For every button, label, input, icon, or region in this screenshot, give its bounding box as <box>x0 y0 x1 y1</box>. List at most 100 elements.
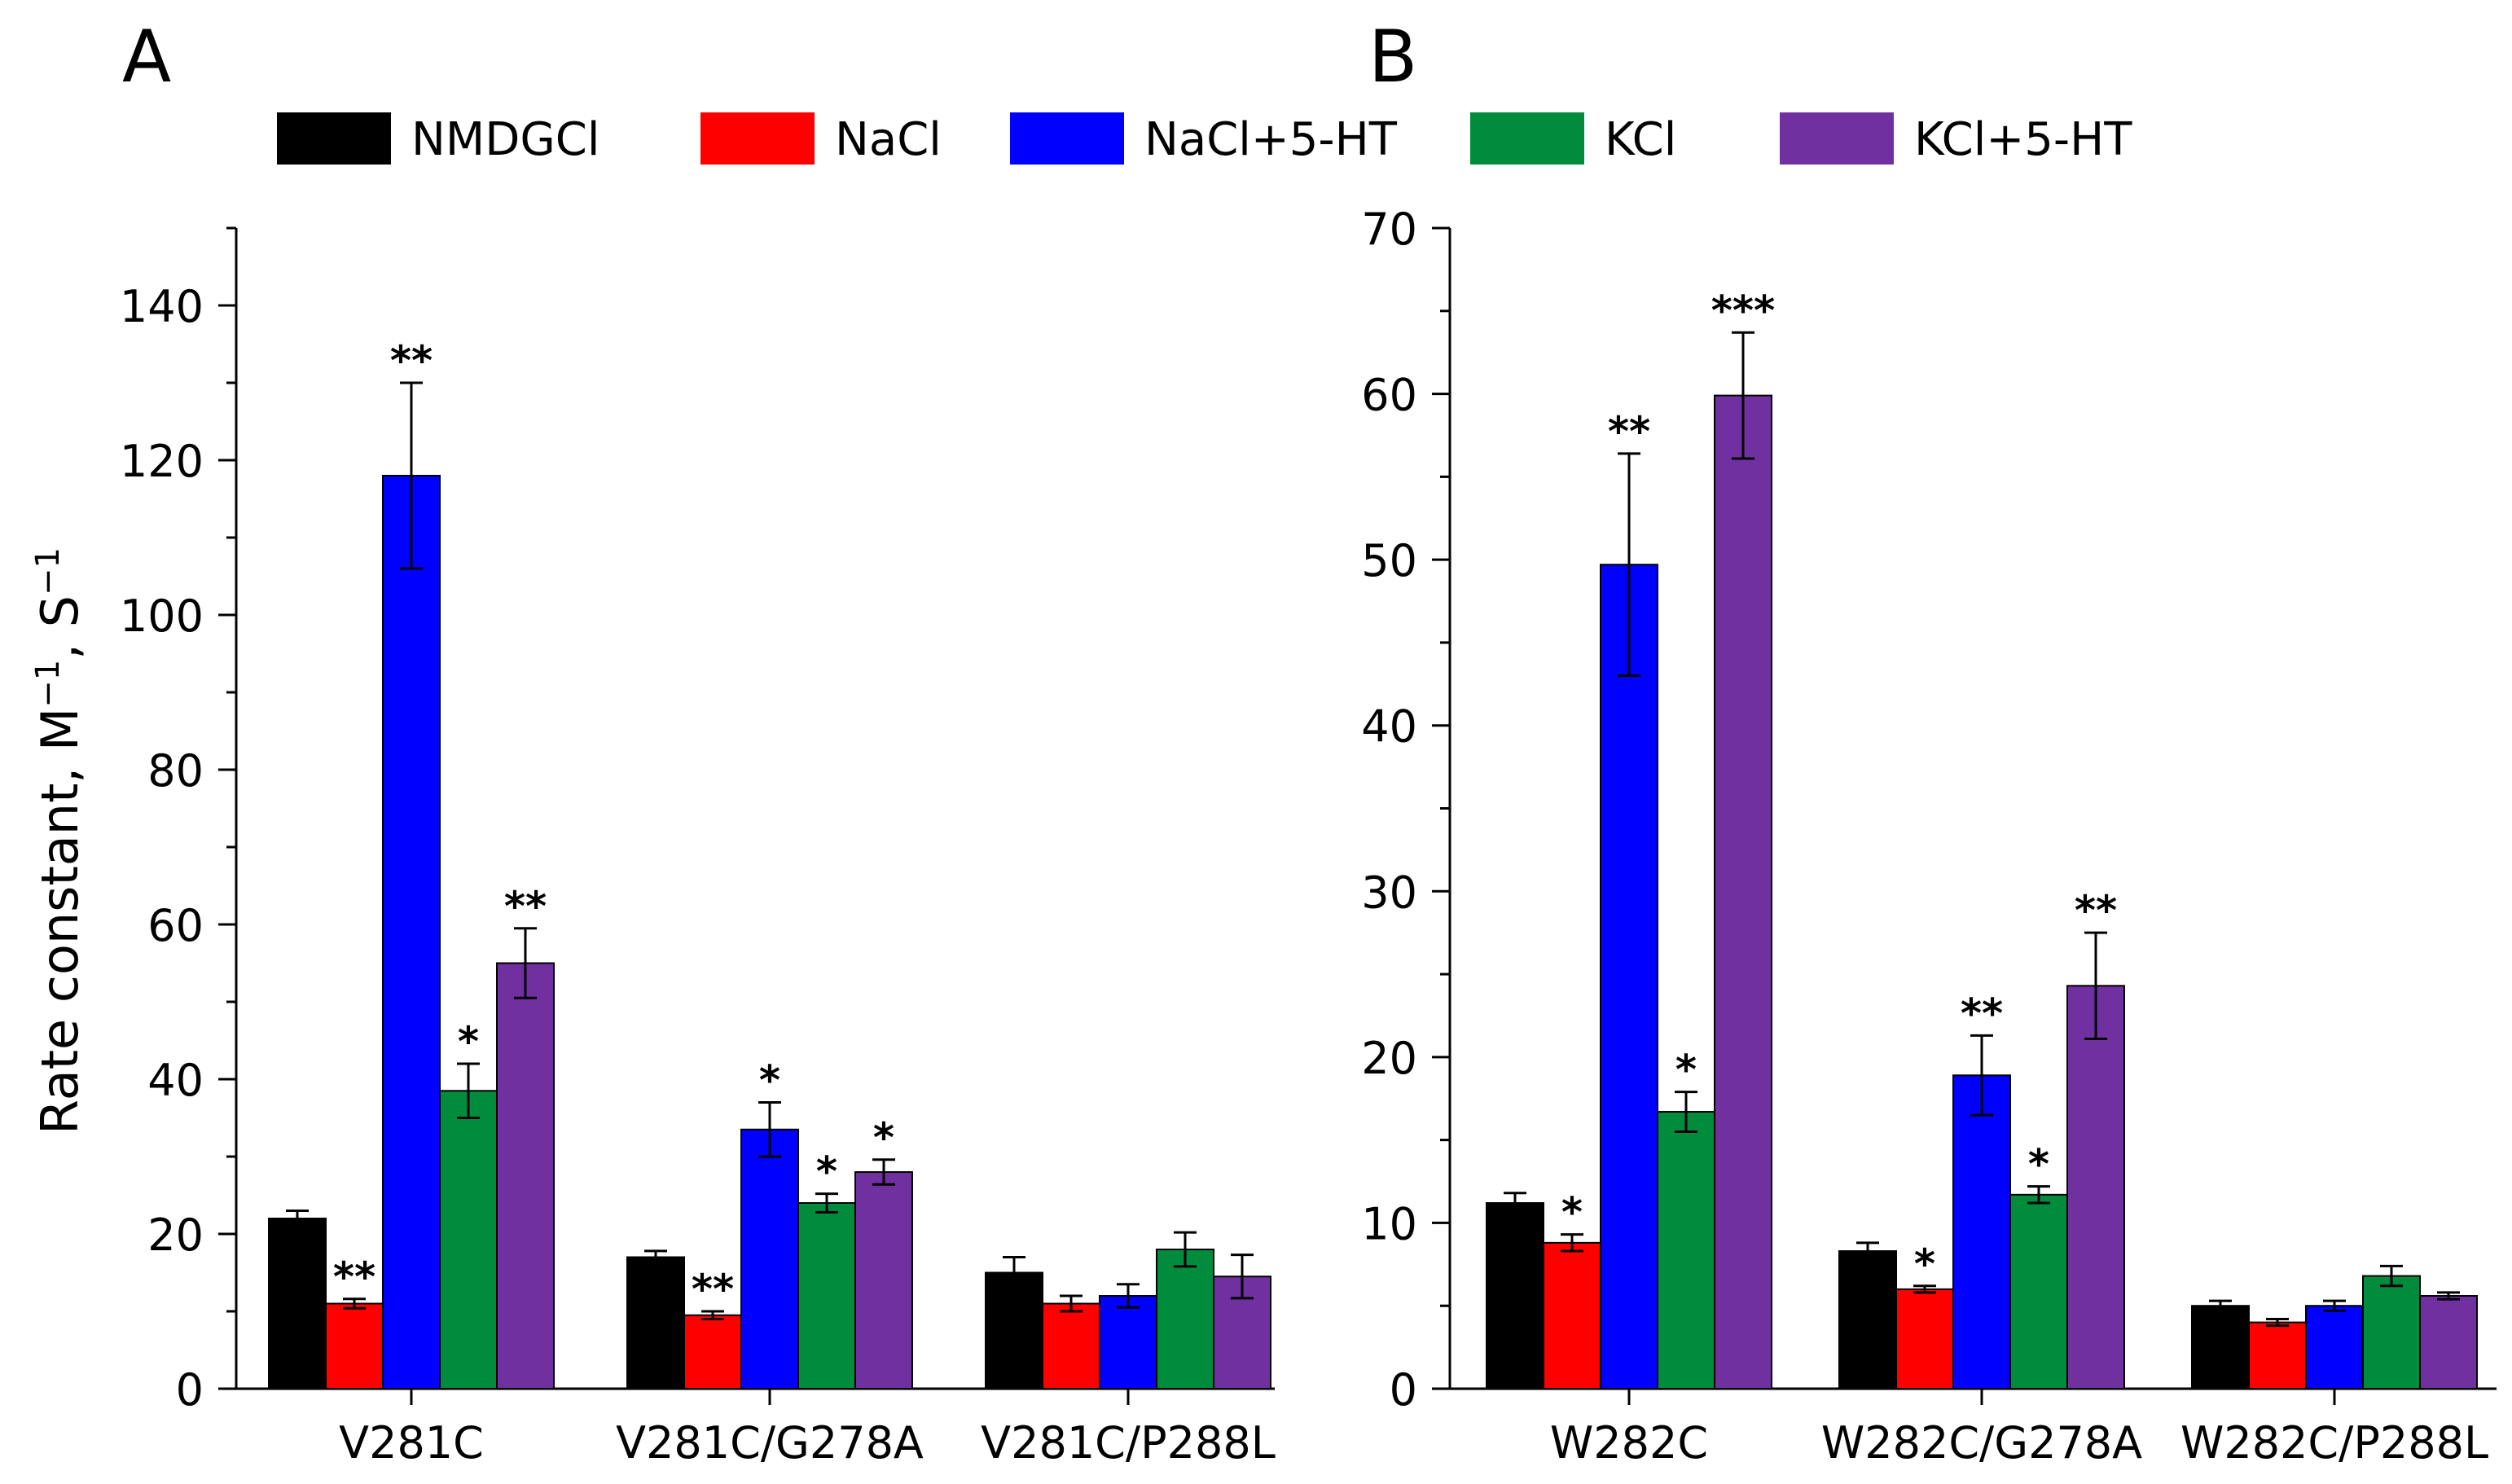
bar-kcl-v281c-p288l <box>1156 1249 1214 1390</box>
bar-nacl-5-ht-w282c-p288l <box>2305 1305 2364 1390</box>
error-bar-kcl-w282c-g278a <box>2027 1185 2050 1205</box>
legend-swatch-nmdgcl <box>277 112 391 165</box>
bar-nmdgcl-v281c-g278a <box>626 1256 685 1390</box>
significance-label: ** <box>390 337 433 384</box>
bar-nacl-5-ht-w282c-g278a <box>1952 1074 2011 1390</box>
error-bar-kcl-v281c-p288l <box>1174 1231 1197 1268</box>
bar-nacl-w282c-g278a <box>1895 1288 1954 1390</box>
significance-label: ** <box>333 1253 375 1301</box>
bar-nacl-5-ht-v281c-g278a <box>740 1128 799 1390</box>
x-tick-label: V281C/G278A <box>616 1417 924 1469</box>
legend-swatch-nacl <box>700 112 815 165</box>
y-tick-label: 20 <box>147 1210 204 1261</box>
bar-nacl-w282c-p288l <box>2248 1321 2307 1390</box>
legend-label-nmdgcl: NMDGCl <box>411 113 599 166</box>
significance-label: * <box>873 1114 894 1161</box>
panel-label: B <box>1368 15 1417 99</box>
error-bar-nacl-w282c-g278a <box>1913 1284 1936 1294</box>
y-axis-label: Rate constant, M−1, S−1 <box>29 547 90 1135</box>
error-bar-nmdgcl-v281c <box>286 1210 309 1227</box>
error-bar-kcl-5-ht-w282c-g278a <box>2084 931 2107 1040</box>
error-bar-nacl-w282c-p288l <box>2266 1318 2289 1328</box>
error-bar-kcl-5-ht-w282c-p288l <box>2437 1291 2460 1301</box>
bar-kcl-w282c-p288l <box>2362 1275 2421 1390</box>
bar-nmdgcl-w282c-p288l <box>2191 1305 2250 1390</box>
y-tick-label: 0 <box>176 1364 204 1416</box>
significance-label: * <box>1675 1047 1697 1094</box>
y-tick-label: 120 <box>120 436 204 487</box>
bar-nacl-w282c <box>1543 1241 1601 1390</box>
bar-kcl-v281c-g278a <box>797 1202 856 1390</box>
y-tick-label: 100 <box>120 591 204 642</box>
bar-kcl-5-ht-v281c <box>496 962 555 1390</box>
error-bar-nmdgcl-w282c-p288l <box>2209 1299 2232 1312</box>
y-tick-label: 30 <box>1361 867 1417 918</box>
error-bar-kcl-5-ht-v281c <box>514 927 537 999</box>
error-bar-nacl-w282c <box>1561 1233 1583 1253</box>
legend-swatch-kcl-5-ht <box>1780 112 1894 165</box>
y-tick-label: 40 <box>1361 701 1417 753</box>
panel-label: A <box>122 15 171 99</box>
error-bar-nacl-5-ht-w282c-p288l <box>2323 1299 2346 1312</box>
bar-kcl-5-ht-w282c-g278a <box>2066 985 2125 1390</box>
error-bar-kcl-w282c <box>1675 1091 1697 1133</box>
significance-label: * <box>816 1148 837 1196</box>
bar-nacl-v281c <box>325 1302 384 1390</box>
bar-kcl-5-ht-w282c-p288l <box>2419 1295 2478 1390</box>
error-bar-nmdgcl-v281c-g278a <box>644 1249 667 1265</box>
bar-nmdgcl-w282c-g278a <box>1838 1250 1897 1390</box>
bar-kcl-w282c-g278a <box>2009 1193 2068 1390</box>
error-bar-nacl-5-ht-v281c-p288l <box>1117 1283 1140 1309</box>
legend: NMDGCl NaCl NaCl+5-HT KCl KCl+5-HT <box>277 112 2132 166</box>
error-bar-kcl-5-ht-v281c-g278a <box>872 1158 895 1186</box>
significance-label: * <box>1561 1189 1583 1236</box>
bar-nacl-v281c-g278a <box>683 1314 742 1390</box>
error-bar-kcl-5-ht-v281c-p288l <box>1231 1253 1254 1300</box>
error-bar-nmdgcl-v281c-p288l <box>1003 1256 1025 1289</box>
significance-label: ** <box>2075 887 2117 934</box>
legend-label-kcl-5-ht: KCl+5-HT <box>1914 113 2132 166</box>
error-bar-kcl-v281c <box>457 1062 480 1119</box>
bar-nmdgcl-v281c-p288l <box>985 1271 1043 1390</box>
error-bar-kcl-5-ht-w282c <box>1732 331 1754 460</box>
bar-kcl-5-ht-v281c-g278a <box>854 1171 913 1390</box>
legend-swatch-nacl-5-ht <box>1010 112 1124 165</box>
significance-label: ** <box>692 1266 734 1313</box>
y-tick-label: 80 <box>147 745 204 797</box>
bar-nacl-5-ht-v281c <box>382 475 441 1390</box>
y-tick-label: 10 <box>1361 1198 1417 1249</box>
bar-nmdgcl-w282c <box>1486 1202 1544 1390</box>
y-tick-label: 50 <box>1361 535 1417 586</box>
significance-label: ** <box>1608 408 1650 455</box>
panel-a: A 0 20 40 60 80 100 120 140 Rate constant, M−1, S… <box>29 15 1276 1469</box>
y-tick-label: 40 <box>147 1055 204 1106</box>
x-tick-label: W282C/G278A <box>1821 1417 2142 1469</box>
x-tick-label: W282C/P288L <box>2180 1417 2488 1469</box>
significance-label: ** <box>1961 990 2003 1037</box>
error-bar-nmdgcl-w282c-g278a <box>1856 1241 1879 1261</box>
bar-kcl-5-ht-w282c <box>1714 394 1772 1390</box>
significance-label: * <box>759 1057 780 1104</box>
significance-label: ** <box>504 883 547 930</box>
significance-label: * <box>2028 1141 2049 1188</box>
error-bar-nacl-5-ht-v281c-g278a <box>758 1101 781 1158</box>
error-bar-kcl-w282c-p288l <box>2380 1264 2403 1288</box>
error-bar-nmdgcl-w282c <box>1504 1192 1526 1214</box>
x-tick-label: V281C/P288L <box>981 1417 1276 1469</box>
bar-kcl-w282c <box>1657 1111 1715 1390</box>
significance-label: * <box>458 1018 479 1065</box>
error-bar-kcl-v281c-g278a <box>815 1192 838 1214</box>
bar-nacl-5-ht-w282c <box>1600 564 1658 1390</box>
bar-nacl-5-ht-v281c-p288l <box>1099 1295 1157 1390</box>
legend-label-kcl: KCl <box>1605 113 1676 166</box>
panel-b: B010203040506070W282C*******W282C/G278A*… <box>1361 15 2497 1469</box>
legend-label-nacl: NaCl <box>835 113 942 166</box>
y-tick-label: 140 <box>120 281 204 332</box>
y-tick-label: 70 <box>1361 204 1417 255</box>
error-bar-nacl-5-ht-w282c <box>1618 452 1640 678</box>
significance-label: * <box>1914 1240 1935 1288</box>
legend-label-nacl-5-ht: NaCl+5-HT <box>1144 113 1398 166</box>
error-bar-nacl-v281c <box>343 1297 366 1310</box>
bar-nacl-v281c-p288l <box>1042 1302 1100 1390</box>
bar-nmdgcl-v281c <box>268 1218 327 1390</box>
